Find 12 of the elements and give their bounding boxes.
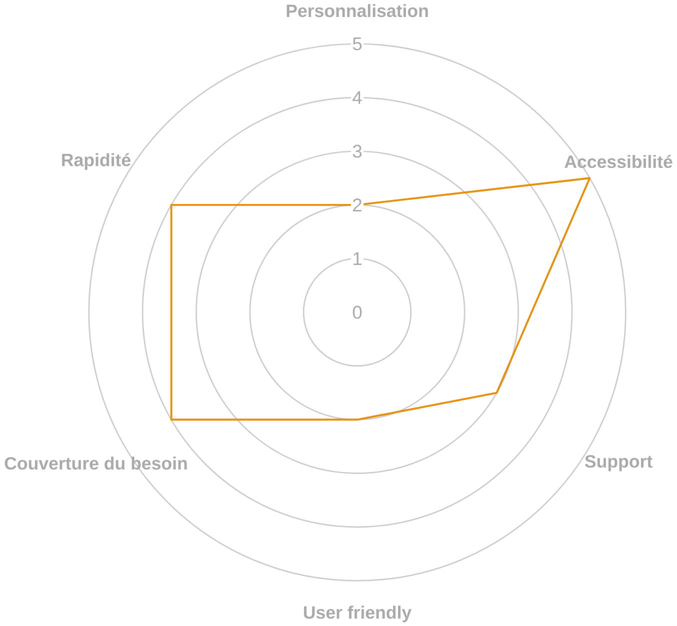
spoke-label: User friendly bbox=[304, 606, 412, 622]
y-tick-label: 3 bbox=[352, 144, 362, 158]
y-tick-label: 4 bbox=[352, 91, 362, 104]
y-tick-label: 2 bbox=[353, 198, 362, 212]
spoke-label: Personnalisation bbox=[286, 4, 428, 17]
spoke-label: Rapidité bbox=[62, 152, 130, 170]
y-tick-label: 1 bbox=[354, 252, 362, 265]
y-tick-label: 0 bbox=[352, 306, 362, 319]
y-tick-label: 5 bbox=[352, 37, 362, 50]
spoke-label: Accessibilité bbox=[564, 154, 672, 168]
spoke-label: Support bbox=[584, 454, 652, 472]
spoke-label: Couverture du besoin bbox=[4, 456, 187, 470]
